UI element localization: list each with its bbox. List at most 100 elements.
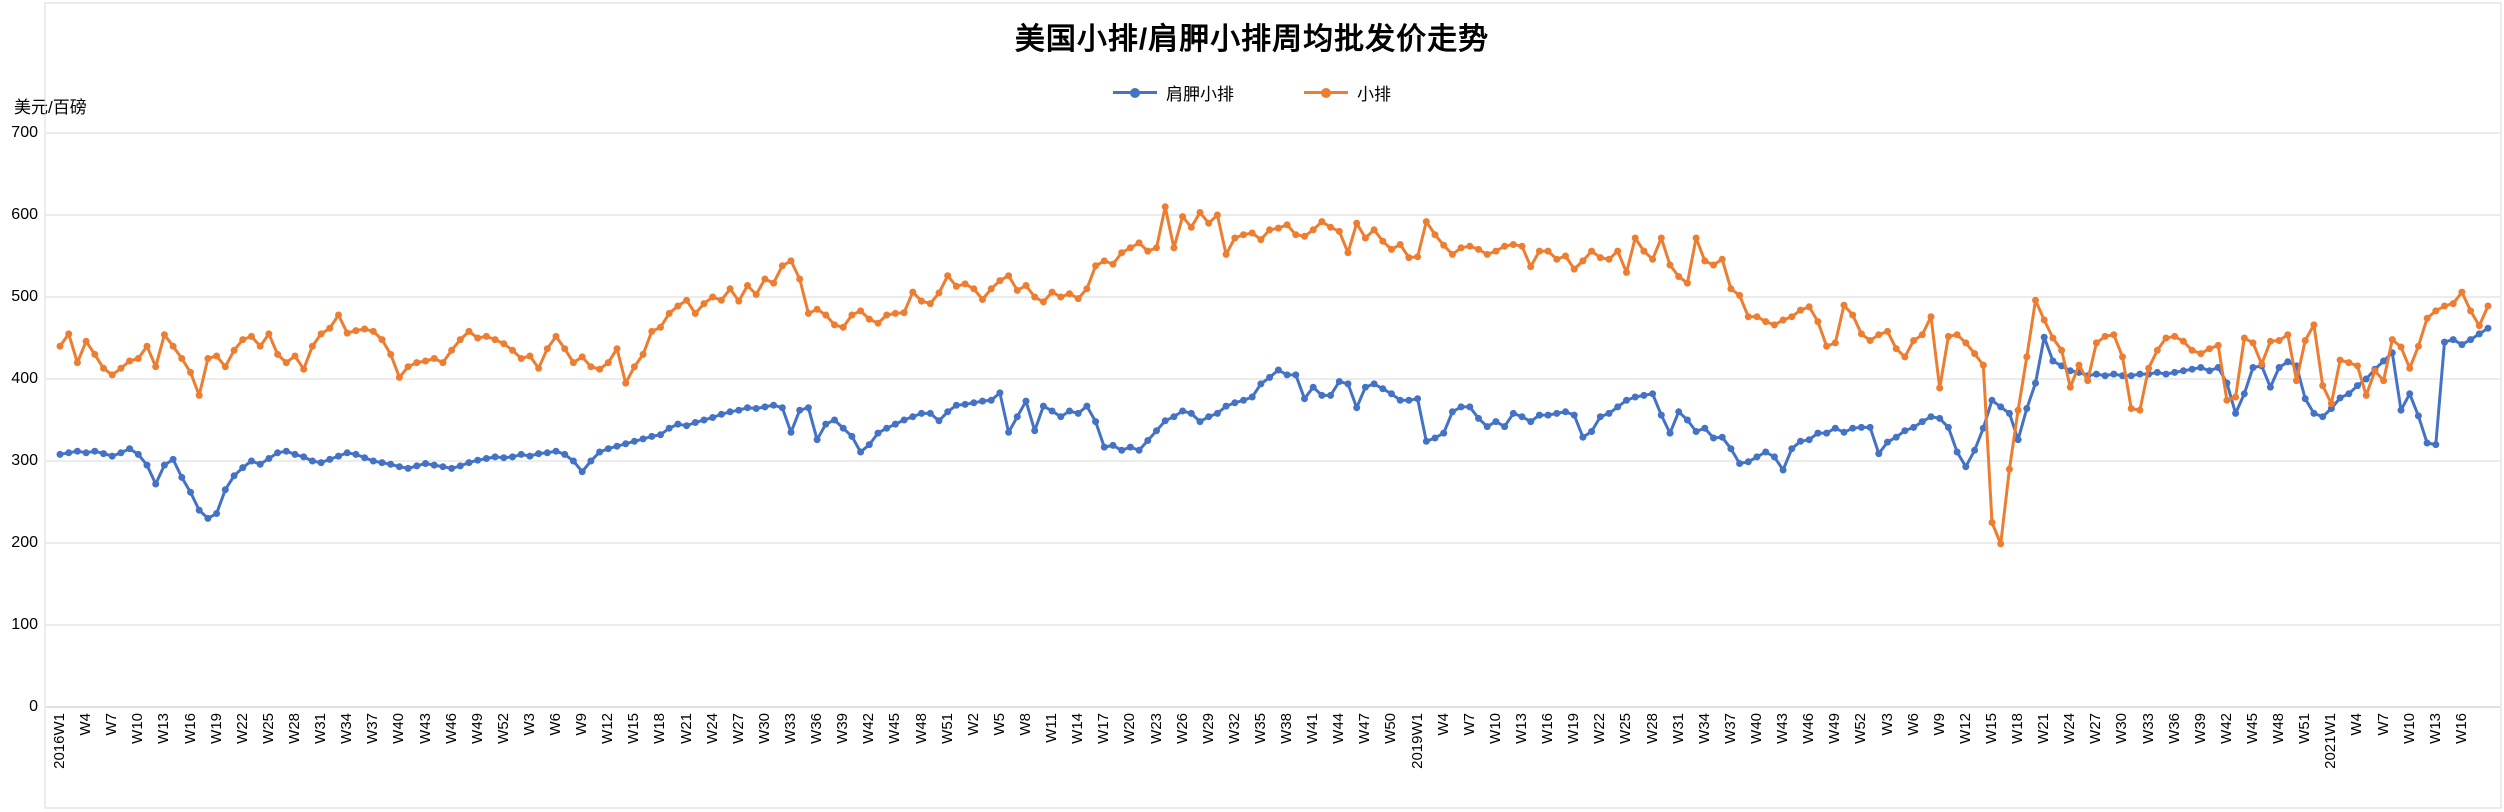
- data-point: [1292, 371, 1300, 379]
- data-point: [482, 455, 490, 462]
- data-point: [1196, 418, 1204, 426]
- legend-item-ribs[interactable]: 小排: [1304, 80, 1391, 105]
- data-point: [596, 448, 604, 456]
- data-point: [1518, 242, 1526, 250]
- data-point: [2484, 302, 2492, 310]
- data-point: [1570, 265, 1578, 273]
- data-point: [1335, 378, 1343, 385]
- data-point: [1292, 231, 1300, 239]
- data-point: [2414, 412, 2422, 420]
- data-point: [195, 506, 203, 514]
- data-point: [1918, 418, 1926, 426]
- data-point: [2354, 362, 2361, 370]
- data-point: [352, 327, 360, 335]
- data-point: [691, 309, 699, 317]
- x-tick-label: 2016W1: [51, 713, 68, 769]
- data-point: [56, 450, 64, 458]
- x-tick-label: W5: [990, 713, 1008, 736]
- data-point: [1344, 380, 1352, 388]
- data-point: [2240, 334, 2248, 342]
- data-point: [2484, 324, 2492, 332]
- data-point: [126, 445, 134, 453]
- data-point: [413, 462, 421, 470]
- x-tick-label: W40: [390, 713, 408, 744]
- data-point: [2441, 302, 2448, 310]
- data-point: [535, 450, 543, 458]
- x-tick-label: W46: [1800, 713, 1818, 744]
- x-tick-label: W7: [1460, 713, 1478, 736]
- x-tick-label: W3: [1878, 713, 1896, 736]
- data-point: [979, 296, 986, 303]
- data-point: [648, 432, 656, 440]
- data-point: [65, 330, 73, 338]
- data-point: [274, 449, 282, 457]
- data-point: [1370, 380, 1378, 388]
- data-point: [578, 468, 586, 476]
- data-point: [1527, 263, 1535, 271]
- x-tick-label: W28: [1643, 713, 1661, 744]
- data-point: [857, 307, 865, 315]
- data-point: [2032, 379, 2039, 387]
- data-point: [996, 277, 1004, 285]
- data-point: [1605, 255, 1613, 263]
- data-point: [1222, 250, 1230, 258]
- data-point: [1736, 460, 1744, 467]
- data-point: [2179, 367, 2187, 375]
- data-point: [1805, 303, 1813, 311]
- legend-line-dot-marker-orange: [1304, 87, 1348, 98]
- data-point: [2005, 465, 2013, 473]
- x-tick-label: W22: [233, 713, 251, 744]
- x-tick-label: W43: [416, 713, 434, 744]
- x-tick-label: W10: [1486, 713, 1504, 744]
- x-tick-label: W50: [1382, 713, 1400, 744]
- data-point: [831, 321, 838, 329]
- data-point: [2240, 390, 2248, 398]
- data-point: [2049, 357, 2057, 365]
- data-point: [117, 364, 125, 372]
- data-point: [552, 332, 560, 340]
- data-point: [2293, 377, 2300, 385]
- data-point: [691, 419, 699, 426]
- x-tick-label: W25: [259, 713, 277, 744]
- x-tick-label: W24: [2061, 713, 2079, 744]
- x-tick-label: W37: [1721, 713, 1739, 744]
- x-tick-label: W25: [1617, 713, 1635, 744]
- data-point: [604, 445, 612, 453]
- data-point: [1414, 395, 1422, 403]
- data-point: [1057, 413, 1065, 421]
- data-point: [221, 363, 229, 371]
- data-point: [926, 409, 934, 417]
- data-point: [213, 510, 221, 517]
- data-point: [700, 300, 708, 308]
- data-point: [1779, 316, 1787, 324]
- data-point: [857, 448, 865, 456]
- legend-item-shoulder-ribs[interactable]: 肩胛小排: [1113, 80, 1234, 105]
- data-point: [1962, 339, 1970, 347]
- data-point: [683, 422, 691, 430]
- data-point: [2327, 405, 2335, 412]
- x-tick-label: W33: [782, 713, 799, 744]
- data-point: [1100, 443, 1108, 451]
- data-point: [2249, 339, 2257, 347]
- data-point: [1205, 413, 1213, 421]
- data-point: [239, 336, 247, 344]
- data-point: [1710, 434, 1717, 442]
- data-point: [2127, 372, 2135, 380]
- data-point: [1762, 318, 1770, 326]
- y-axis-unit-label: 美元/百磅: [14, 98, 87, 117]
- data-point: [1361, 234, 1369, 242]
- x-tick-label: W21: [2035, 713, 2053, 744]
- data-point: [2214, 341, 2222, 349]
- data-point: [456, 462, 464, 470]
- data-point: [2249, 364, 2257, 371]
- data-point: [535, 364, 543, 372]
- data-point: [2345, 390, 2353, 398]
- data-point: [82, 449, 90, 457]
- data-point: [2266, 337, 2274, 345]
- data-point: [709, 414, 717, 421]
- x-tick-label: W26: [1173, 713, 1191, 744]
- x-tick-label: W52: [1852, 713, 1870, 744]
- data-point: [500, 340, 508, 348]
- data-point: [1135, 446, 1143, 454]
- data-point: [683, 296, 691, 304]
